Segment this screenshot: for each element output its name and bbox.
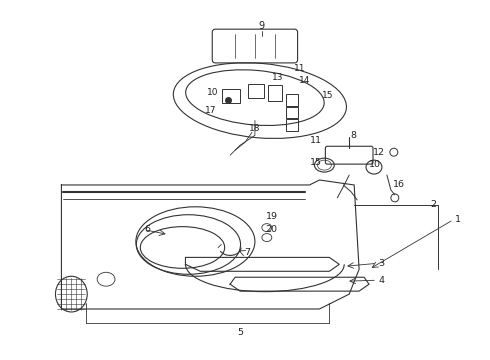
Text: 19: 19 <box>266 212 278 221</box>
Text: 18: 18 <box>249 124 261 133</box>
Text: 14: 14 <box>299 76 310 85</box>
Text: 15: 15 <box>321 91 333 100</box>
Text: 7: 7 <box>244 248 250 257</box>
Text: 2: 2 <box>431 200 437 209</box>
Text: 16: 16 <box>393 180 405 189</box>
Text: 5: 5 <box>237 328 243 337</box>
Text: 1: 1 <box>455 215 462 224</box>
Text: 11: 11 <box>294 64 305 73</box>
Text: 9: 9 <box>259 21 265 31</box>
Text: 8: 8 <box>350 131 356 140</box>
Text: 12: 12 <box>373 148 385 157</box>
Text: 3: 3 <box>378 259 384 268</box>
Text: 13: 13 <box>272 73 284 82</box>
Text: 17: 17 <box>204 106 216 115</box>
Text: 10: 10 <box>369 159 381 168</box>
Text: 15: 15 <box>310 158 321 167</box>
Text: 4: 4 <box>379 276 385 285</box>
Text: 6: 6 <box>145 225 151 234</box>
Text: 11: 11 <box>310 136 321 145</box>
Text: 20: 20 <box>266 225 278 234</box>
Text: 10: 10 <box>206 88 218 97</box>
